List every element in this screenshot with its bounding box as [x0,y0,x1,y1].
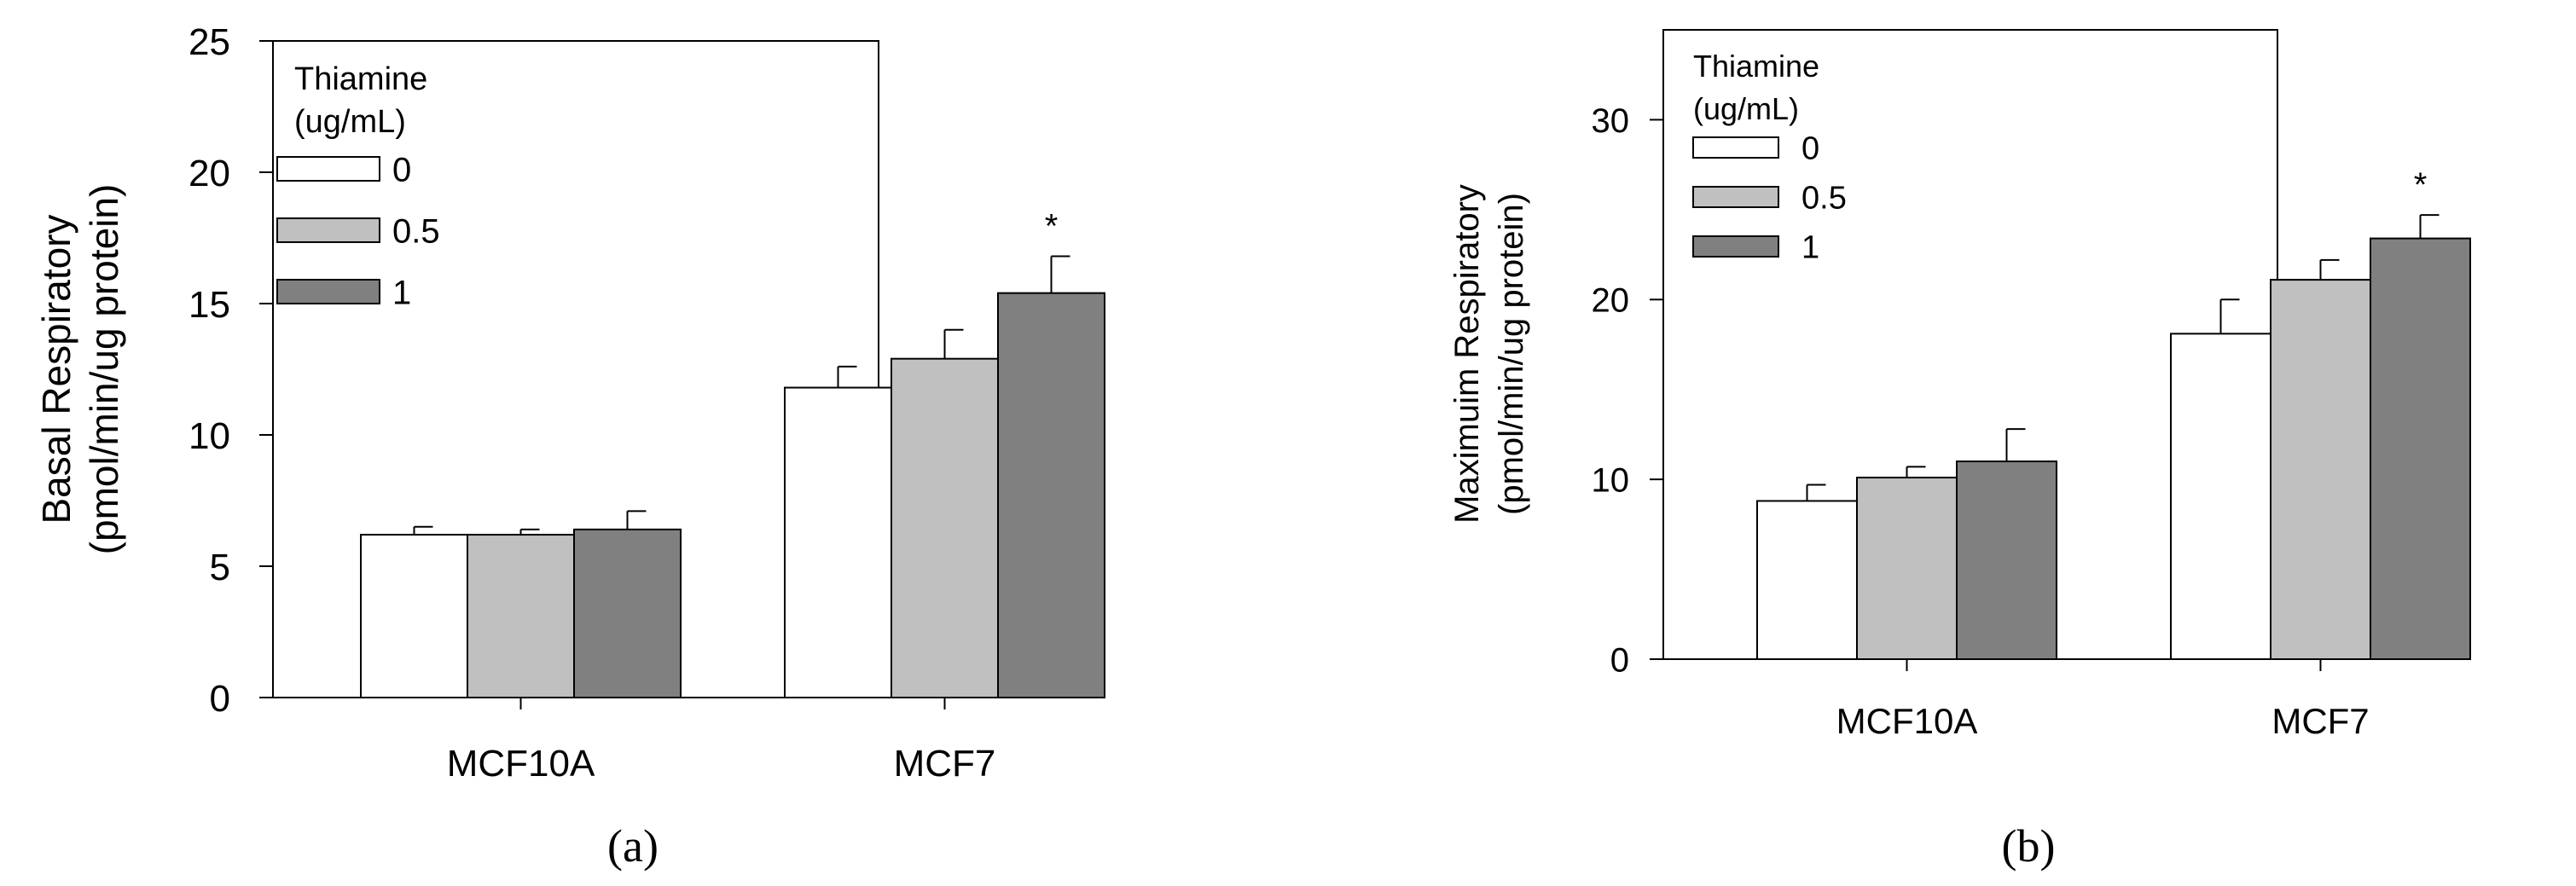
legend-items: 00.51 [276,151,440,311]
legend-swatch [276,156,380,182]
legend-items: 00.51 [1692,131,1847,266]
bar [573,528,682,698]
legend-label: 1 [392,274,411,311]
y-tick-label: 0 [1610,641,1629,679]
legend: Thiamine (ug/mL) 00.51 [1692,49,1847,266]
x-axis-tick-labels: MCF10A MCF7 [447,743,996,785]
legend-swatch [1692,186,1779,208]
significance-asterisk: * [2414,166,2428,204]
error-bars [413,255,1070,536]
y-tick-label: 10 [189,415,230,457]
panel-label: (a) [607,820,659,872]
y-tick-label: 0 [210,678,230,720]
bars [1756,237,2471,661]
bars [360,292,1105,698]
legend-title-line1: Thiamine [1693,49,1819,84]
legend-label: 0.5 [1801,181,1847,217]
legend: Thiamine (ug/mL) 00.51 [276,61,440,311]
legend-swatch [276,217,380,243]
panel-label: (b) [2002,820,2056,872]
legend-swatch [1692,235,1779,258]
bar [2270,279,2371,660]
y-tick-label: 10 [1592,462,1630,500]
y-axis-label-line2: (pmol/min/ug protein) [82,184,126,555]
y-tick-label: 15 [189,284,230,326]
y-tick-label: 5 [210,547,230,588]
annotations: * [2414,166,2428,204]
legend-title-line2: (ug/mL) [294,104,406,140]
bar [891,357,999,698]
bar [467,534,575,698]
x-tick-label: MCF7 [2271,701,2369,741]
bar [784,386,892,698]
legend-swatch [1692,136,1779,159]
bar [2170,333,2271,660]
y-axis-label-line2: (pmol/min/ug protein) [1493,193,1530,515]
legend-label: 1 [1801,230,1819,266]
y-tick-label: 20 [189,153,230,194]
significance-asterisk: * [1045,208,1059,246]
legend-title-line1: Thiamine [294,61,427,97]
y-tick-label: 20 [1592,282,1630,320]
bar [360,534,468,698]
y-axis-label-line1: Basal Respiratory [34,214,78,524]
y-tick-label: 30 [1592,102,1630,140]
y-tick-label: 25 [189,21,230,63]
legend-label: 0 [392,151,411,188]
error-bars [1806,214,2440,501]
y-axis-label-line1: Maximuim Respiratory [1448,184,1486,524]
legend-title-line2: (ug/mL) [1693,91,1799,126]
x-tick-label: MCF7 [894,743,996,785]
x-tick-label: MCF10A [447,743,595,785]
bar [1856,477,1958,661]
bar [1756,500,1858,661]
bar [997,292,1105,698]
legend-label: 0.5 [392,212,440,250]
x-axis-tick-labels: MCF10A MCF7 [1836,701,2370,741]
annotations: * [1045,208,1059,246]
bar [1956,460,2057,660]
x-tick-label: MCF10A [1836,701,1978,741]
legend-swatch [276,279,380,304]
legend-label: 0 [1801,131,1819,167]
bar [2370,237,2471,660]
